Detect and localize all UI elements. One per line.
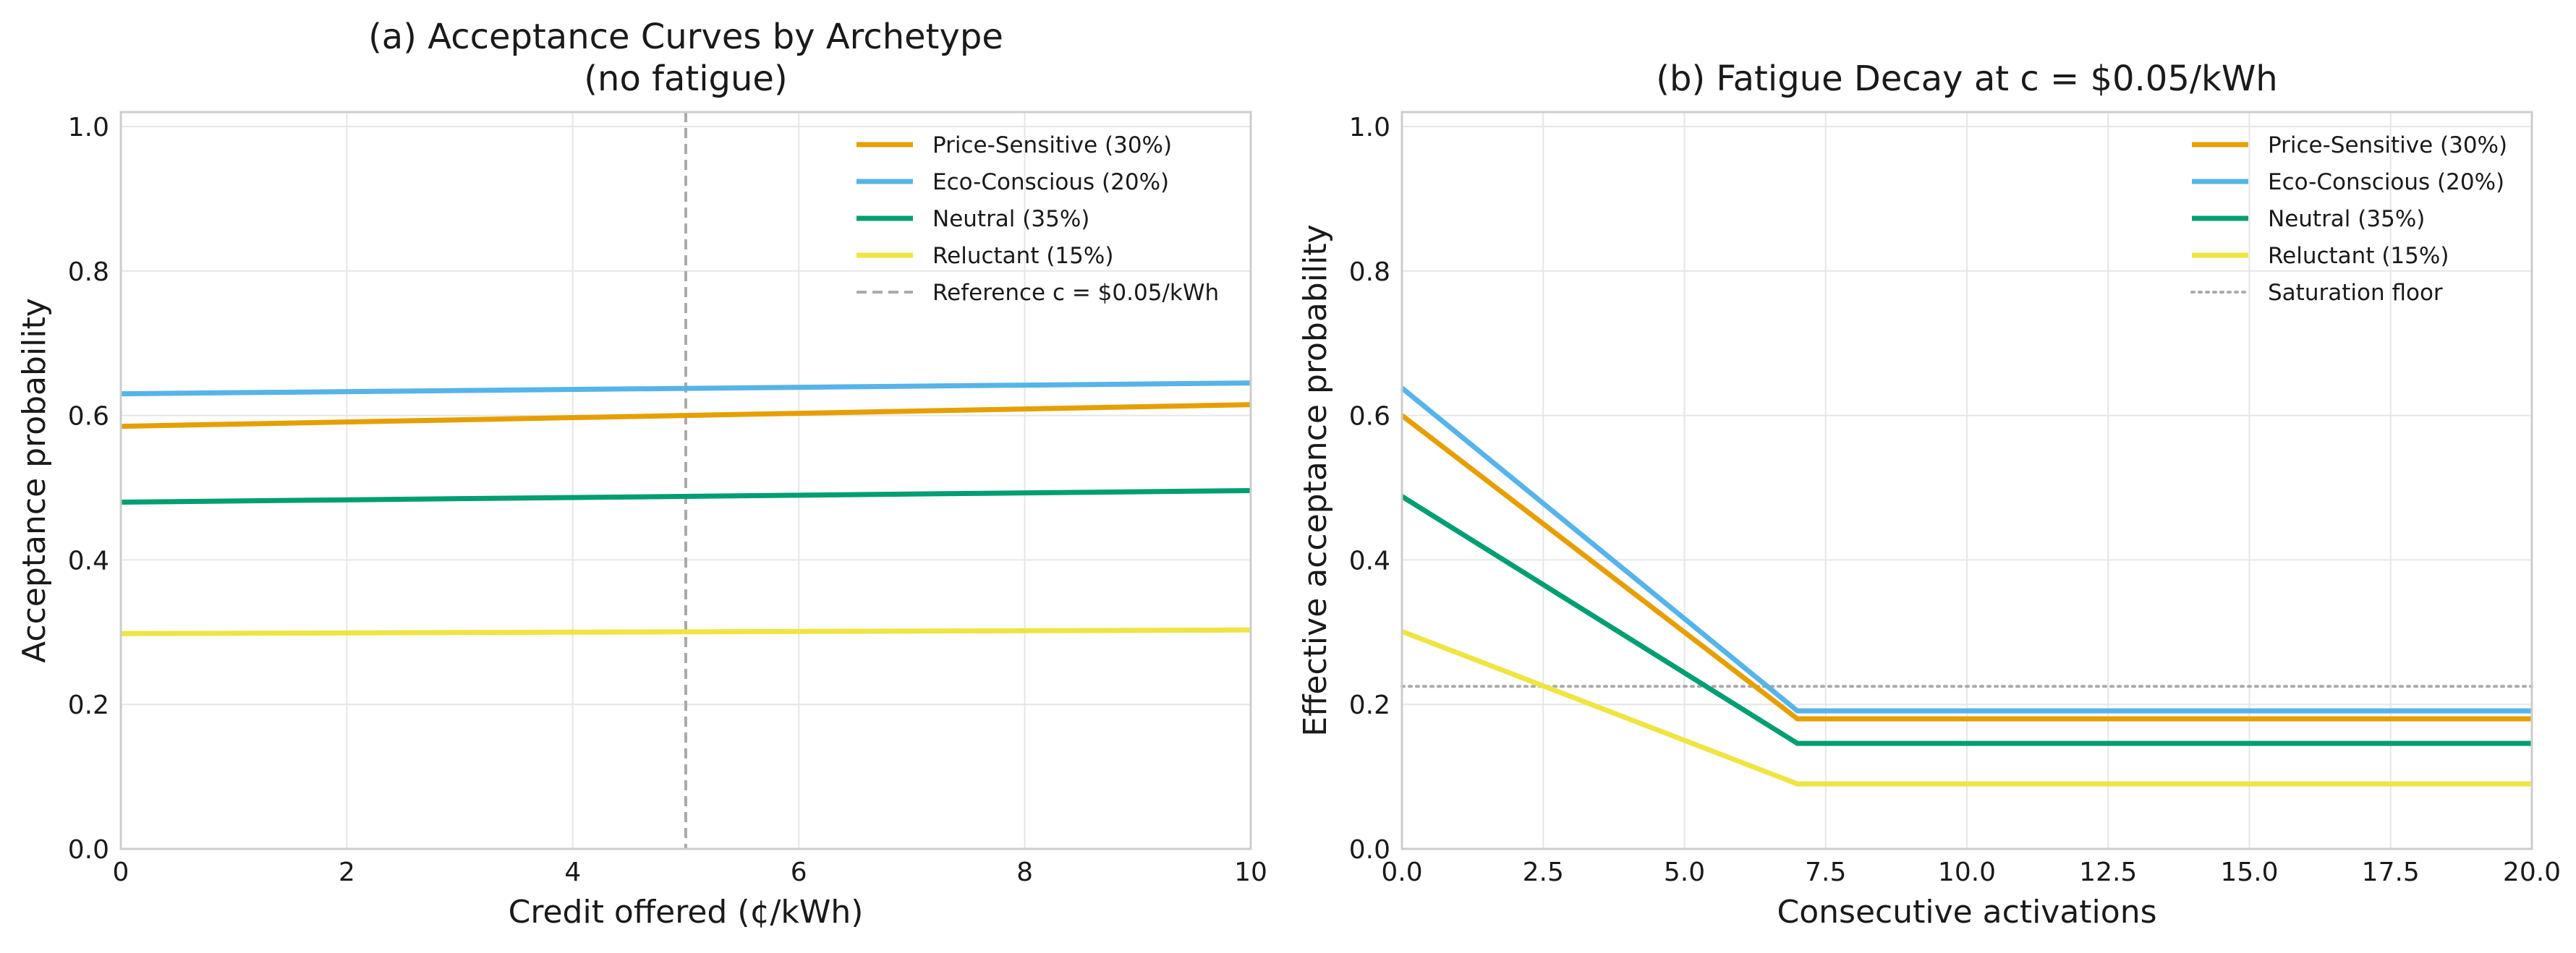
x-axis-label: Credit offered (¢/kWh) <box>509 894 864 931</box>
legend-label-1: Eco-Conscious (20%) <box>932 169 1169 195</box>
legend: Price-Sensitive (30%) Eco-Conscious (20%)… <box>2190 132 2507 306</box>
y-tick-label: 0.8 <box>1349 257 1390 287</box>
legend-label-2: Neutral (35%) <box>2268 206 2425 232</box>
series-line-2 <box>120 487 1251 505</box>
y-tick-label: 0.0 <box>1349 835 1390 865</box>
series-line-0 <box>1400 413 2532 722</box>
legend-label-2: Neutral (35%) <box>932 206 1089 232</box>
x-tick-label: 6 <box>791 858 807 887</box>
x-tick-label: 2.5 <box>1523 858 1564 887</box>
y-tick-label: 0.2 <box>1349 691 1390 720</box>
x-tick-label: 7.5 <box>1805 858 1846 887</box>
x-tick-label: 2 <box>339 858 355 887</box>
y-tick-label: 1.0 <box>68 113 109 142</box>
x-tick-label: 8 <box>1016 858 1033 887</box>
legend-label-4: Saturation floor <box>2268 280 2443 306</box>
series-line-2 <box>1400 494 2532 746</box>
panel-b: 0.0 2.5 5.0 7.5 10.0 12.5 15.0 17.5 20.0 0.0 0.2 0.… <box>1297 59 2561 931</box>
panel-a: 0 2 4 6 8 10 0.0 0.2 0.4 0.6 0.8 1.0 (a) Acceptance … <box>16 17 1267 931</box>
plot-frame <box>1400 111 2533 850</box>
x-tick-label: 10.0 <box>1938 858 1996 887</box>
legend-label-1: Eco-Conscious (20%) <box>2268 169 2504 195</box>
series-line-1 <box>1400 385 2532 714</box>
legend-label-3: Reluctant (15%) <box>932 243 1113 269</box>
y-tick-label: 0.4 <box>1349 546 1390 576</box>
y-tick-label: 0.6 <box>68 402 109 432</box>
legend-label-0: Price-Sensitive (30%) <box>2268 132 2507 158</box>
y-tick-label: 0.4 <box>68 546 109 576</box>
x-tick-label: 0.0 <box>1381 858 1422 887</box>
x-tick-label: 17.5 <box>2362 858 2420 887</box>
y-tick-label: 0.2 <box>68 691 109 720</box>
series-line-3 <box>120 627 1251 636</box>
plot-frame <box>119 111 1252 850</box>
legend-label-0: Price-Sensitive (30%) <box>932 132 1172 158</box>
y-axis-label: Acceptance probability <box>16 298 53 663</box>
x-axis-label: Consecutive activations <box>1777 894 2156 931</box>
y-axis-label: Effective acceptance probability <box>1297 224 1334 736</box>
series-line-1 <box>120 380 1251 397</box>
chart-title: (a) Acceptance Curves by Archetype (no fa… <box>368 17 1003 99</box>
x-tick-label: 4 <box>564 858 581 887</box>
series-line-3 <box>1400 629 2532 787</box>
y-tick-label: 0.6 <box>1349 402 1390 432</box>
y-tick-label: 0.0 <box>68 835 109 865</box>
x-tick-label: 0 <box>113 858 129 887</box>
x-tick-label: 5.0 <box>1664 858 1705 887</box>
legend-label-3: Reluctant (15%) <box>2268 243 2449 269</box>
x-tick-label: 20.0 <box>2503 858 2561 887</box>
x-tick-label: 12.5 <box>2079 858 2137 887</box>
legend: Price-Sensitive (30%) Eco-Conscious (20%)… <box>856 132 1219 306</box>
y-tick-label: 0.8 <box>68 257 109 287</box>
chart-title: (b) Fatigue Decay at c = $0.05/kWh <box>1656 59 2277 99</box>
legend-label-4: Reference c = $0.05/kWh <box>932 280 1219 306</box>
y-tick-label: 1.0 <box>1349 113 1390 142</box>
x-tick-label: 10 <box>1234 858 1267 887</box>
x-tick-label: 15.0 <box>2220 858 2278 887</box>
series-line-0 <box>120 402 1251 430</box>
